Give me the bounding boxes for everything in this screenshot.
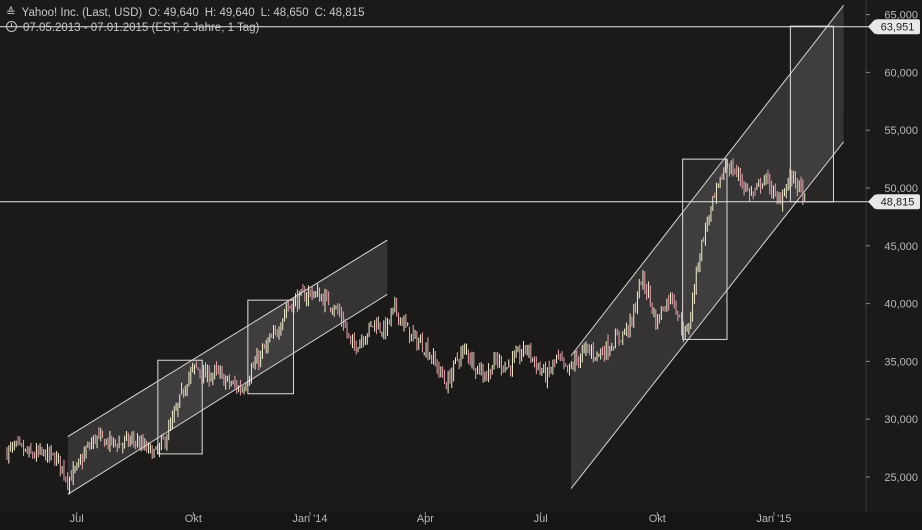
instrument-name: Yahoo! Inc. (Last, USD) [21,7,143,19]
price-tag-label-1: 48,815 [881,197,915,209]
price-tag-pointer-1 [868,194,875,210]
highlight-box-1 [247,299,294,395]
x-tick-label: Okt [185,513,202,525]
x-tick-label: Jul [70,513,84,525]
clock-icon [6,21,17,32]
y-tick-label: 40,000 [884,299,918,311]
x-tick-label: Apr [417,513,434,525]
y-tick-label: 60,000 [884,67,918,79]
trend-channel-upper-0 [67,239,388,437]
trend-channel-fill-0 [67,240,388,495]
x-axis-strip [0,512,922,530]
y-tick-label: 65,000 [884,10,918,22]
high-value: H: 49,640 [204,7,255,19]
x-tick-label: Jul [534,513,548,525]
low-value: L: 48,650 [260,7,309,19]
price-tag-label-0: 63,951 [881,22,915,34]
y-tick-label: 30,000 [884,414,918,426]
y-tick-label: 45,000 [884,241,918,253]
chart-header: ≙ Yahoo! Inc. (Last, USD) O: 49,640 H: 49,6… [6,5,370,19]
y-tick-label: 55,000 [884,125,918,137]
highlight-box-2 [682,158,728,340]
y-tick-label: 25,000 [884,472,918,484]
price-tag-pointer-0 [868,19,875,35]
trend-channel-lower-1 [570,141,845,489]
trend-channel-lower-0 [67,293,388,495]
x-tick-label: Jan '14 [292,513,327,525]
open-value: O: 49,640 [148,7,199,19]
close-value: C: 48,815 [314,7,365,19]
chart-type-icon[interactable]: ≙ [6,7,16,19]
trend-channel-upper-1 [570,5,845,356]
x-tick-label: Jan '15 [756,513,791,525]
highlight-box-3 [789,25,834,203]
y-tick-label: 35,000 [884,356,918,368]
trend-channel-fill-1 [571,5,844,489]
candles [6,158,806,495]
period-label: 07.05.2013 - 07.01.2015 (EST, 2 Jahre, 1… [23,22,260,34]
chart-period: 07.05.2013 - 07.01.2015 (EST, 2 Jahre, 1… [6,21,265,34]
price-tag-1 [875,194,920,210]
price-tag-0 [875,19,920,35]
x-tick-label: Okt [649,513,666,525]
y-tick-label: 50,000 [884,183,918,195]
